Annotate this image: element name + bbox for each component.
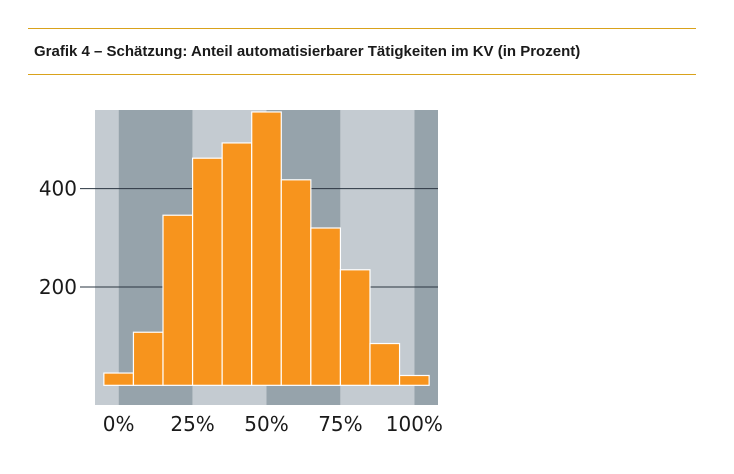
x-tick-label: 25% (170, 412, 214, 436)
background-band (95, 110, 119, 405)
histogram-bar (132, 331, 164, 386)
histogram-bar (339, 269, 371, 386)
top-rule (28, 28, 696, 29)
y-tick-label: 200 (39, 275, 77, 299)
histogram-bar (398, 374, 430, 386)
y-tick-label: 400 (39, 177, 77, 201)
histogram-bar (310, 227, 342, 386)
x-tick-label: 50% (244, 412, 288, 436)
histogram-bar (280, 179, 312, 386)
x-tick-label: 100% (386, 412, 443, 436)
x-tick-label: 0% (103, 412, 135, 436)
histogram-bar (191, 157, 223, 386)
background-band (414, 110, 438, 405)
bottom-rule (28, 74, 696, 75)
histogram-bar (369, 342, 401, 386)
histogram-bar (221, 142, 253, 386)
x-axis-ticks: 0% 25% 50% 75% 100% (103, 412, 443, 436)
y-axis-ticks: 200 400 (39, 177, 77, 299)
chart-title: Grafik 4 – Schätzung: Anteil automatisie… (34, 43, 581, 60)
histogram-bar (103, 372, 135, 386)
histogram-bar (251, 111, 282, 386)
histogram-bar (162, 214, 194, 386)
histogram-bars (103, 111, 430, 386)
x-tick-label: 75% (318, 412, 362, 436)
